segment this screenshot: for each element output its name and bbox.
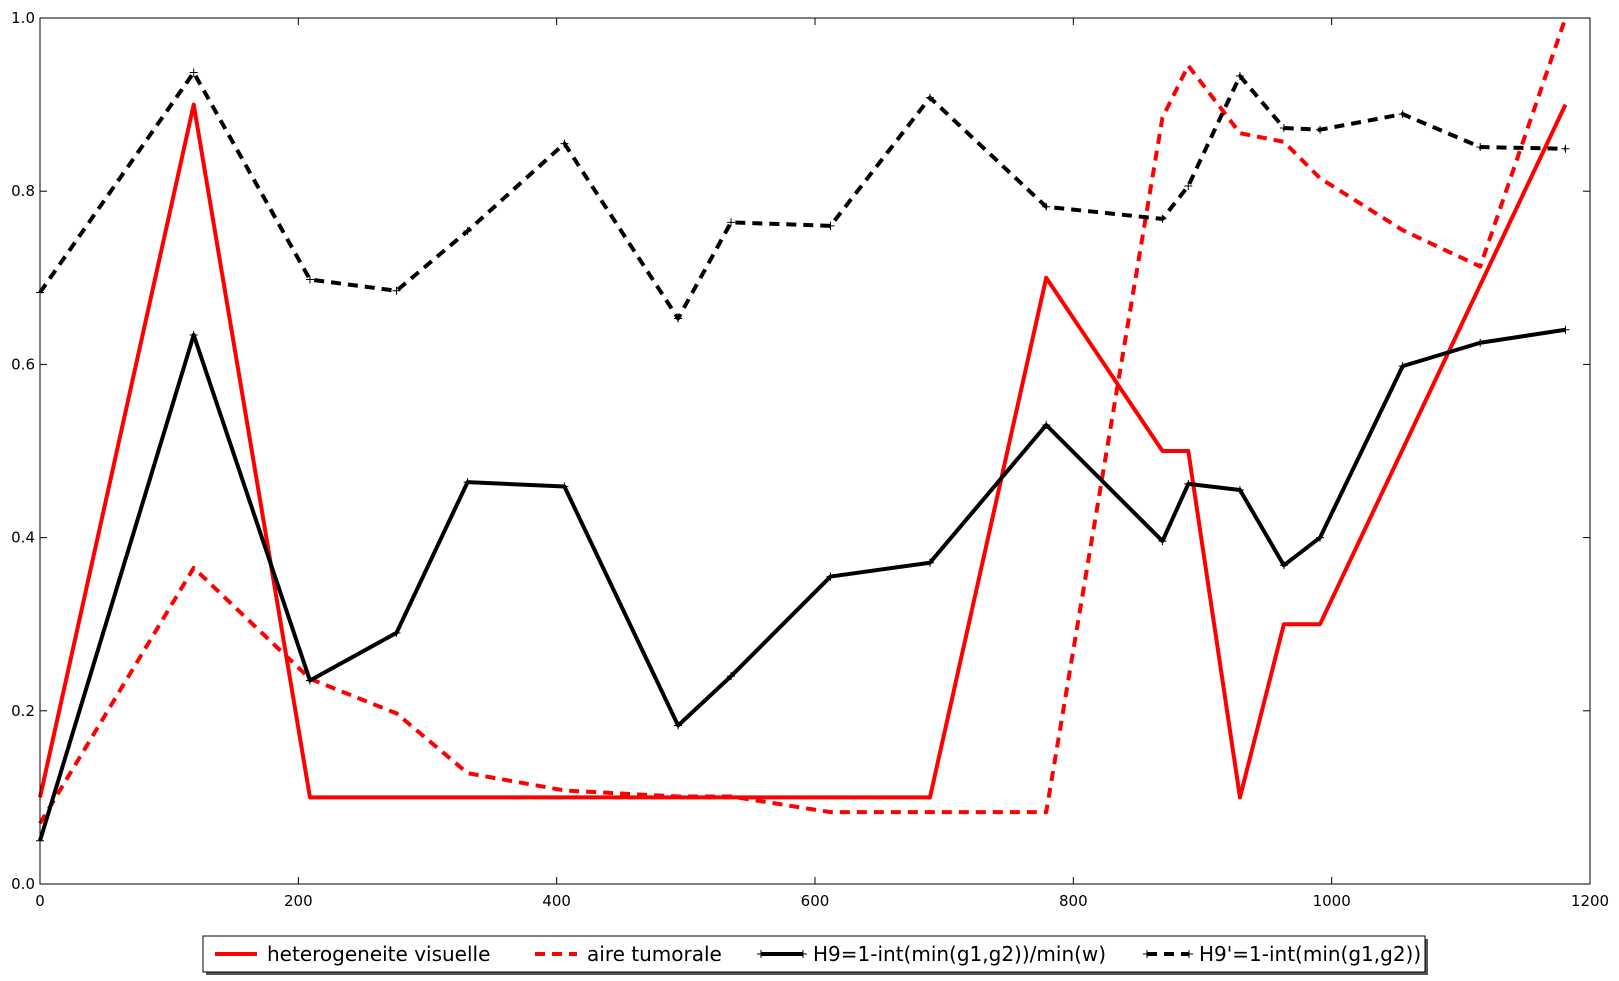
legend-label: aire tumorale	[587, 942, 722, 966]
legend-label: H9'=1-int(min(g1,g2))	[1199, 942, 1421, 966]
legend-entry: heterogeneite visuelle	[215, 942, 490, 966]
legend-entry: H9'=1-int(min(g1,g2))	[1143, 942, 1421, 966]
data-point	[1279, 561, 1288, 570]
data-point	[463, 478, 472, 487]
data-point	[560, 139, 569, 148]
x-tick-label: 1000	[1313, 892, 1351, 910]
data-point	[305, 275, 314, 284]
data-point	[674, 721, 683, 730]
data-point	[925, 558, 934, 567]
legend-label: heterogeneite visuelle	[267, 942, 490, 966]
data-point	[1184, 479, 1193, 488]
series-layer	[36, 17, 1570, 845]
y-tick-label: 0.0	[11, 875, 35, 893]
legend-entry: aire tumorale	[535, 942, 722, 966]
y-tick-label: 0.2	[11, 702, 35, 720]
data-point	[1476, 143, 1485, 152]
data-point	[826, 572, 835, 581]
data-point	[305, 676, 314, 685]
legend-marker	[799, 950, 807, 958]
data-point	[1235, 72, 1244, 81]
data-point	[826, 221, 835, 230]
data-point	[560, 482, 569, 491]
data-point	[392, 628, 401, 637]
data-point	[1235, 485, 1244, 494]
data-point	[1042, 202, 1051, 211]
data-point	[1042, 421, 1051, 430]
data-point	[1184, 182, 1193, 191]
legend: heterogeneite visuelle aire tumorale H9=1-…	[202, 935, 1428, 975]
y-tick-label: 0.8	[11, 182, 35, 200]
ticks-layer: 0 200 400 600 800 1000 1200 0.0 0.2 0.4 0.6 0.8 1.0	[11, 9, 1609, 910]
data-point	[674, 314, 683, 323]
data-point	[1316, 533, 1325, 542]
data-point	[1158, 214, 1167, 223]
data-point	[1398, 362, 1407, 371]
data-point	[189, 68, 198, 77]
x-tick-label: 800	[1059, 892, 1088, 910]
data-point	[1279, 123, 1288, 132]
y-tick-label: 0.4	[11, 529, 35, 547]
data-point	[1316, 125, 1325, 134]
data-point	[925, 93, 934, 102]
data-point	[463, 227, 472, 236]
data-point	[1476, 338, 1485, 347]
data-point	[392, 286, 401, 295]
series-2	[36, 325, 1570, 845]
data-point	[727, 218, 736, 227]
data-point	[189, 330, 198, 339]
x-tick-label: 1200	[1571, 892, 1609, 910]
legend-marker	[757, 950, 765, 958]
data-point	[727, 672, 736, 681]
series-3	[36, 68, 1570, 323]
legend-marker	[1143, 950, 1151, 958]
plot-background	[40, 18, 1590, 884]
data-point	[1158, 537, 1167, 546]
legend-frame	[202, 935, 1426, 973]
x-tick-label: 200	[284, 892, 313, 910]
legend-entry: H9=1-int(min(g1,g2))/min(w)	[757, 942, 1106, 966]
x-tick-label: 0	[35, 892, 45, 910]
legend-label: H9=1-int(min(g1,g2))/min(w)	[813, 942, 1106, 966]
legend-marker	[1185, 950, 1193, 958]
y-tick-label: 1.0	[11, 9, 35, 27]
data-point	[1561, 144, 1570, 153]
data-point	[1398, 110, 1407, 119]
x-tick-label: 400	[542, 892, 571, 910]
y-tick-label: 0.6	[11, 355, 35, 373]
x-tick-label: 600	[801, 892, 830, 910]
data-point	[1561, 325, 1570, 334]
